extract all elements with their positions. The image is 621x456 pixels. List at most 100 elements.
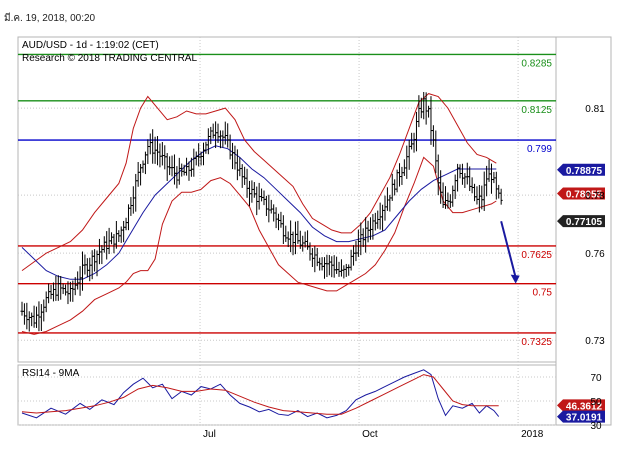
price-bar <box>170 155 174 177</box>
price-bar <box>158 143 162 168</box>
price-bar <box>460 163 464 185</box>
x-tick-label: Oct <box>362 429 378 440</box>
price-bar <box>194 151 198 166</box>
price-bar <box>122 220 126 243</box>
price-bar <box>325 254 329 278</box>
price-bar <box>344 263 348 277</box>
level-lines: 0.8285 0.8125 0.799 0.7625 0.75 0.7325 <box>18 53 556 348</box>
price-bar <box>68 281 72 302</box>
axis-panel-frame <box>555 36 612 426</box>
price-bar <box>373 212 377 231</box>
price-bar <box>204 141 208 154</box>
price-bar <box>168 156 172 176</box>
price-bar <box>226 123 230 148</box>
price-bar <box>136 161 140 187</box>
rsi-tick-label: 50 <box>590 397 602 408</box>
price-bar <box>470 177 474 194</box>
price-bar <box>187 161 191 181</box>
x-tick-label: 2018 <box>521 429 544 440</box>
price-bar <box>337 261 341 277</box>
price-bar <box>378 202 382 230</box>
price-bar <box>475 186 479 205</box>
price-bar <box>22 303 26 325</box>
price-bar <box>313 245 317 273</box>
price-bar <box>320 257 324 271</box>
price-bar <box>88 257 92 282</box>
price-bar <box>330 256 334 278</box>
price-bar <box>250 180 254 203</box>
price-bar <box>51 282 55 302</box>
price-bar <box>480 185 484 210</box>
value-badge-label: 0.78875 <box>566 166 603 177</box>
rsi-lines <box>21 369 500 419</box>
price-bar <box>151 129 155 164</box>
forecast-arrow <box>500 221 517 278</box>
price-bar <box>400 166 404 185</box>
price-bar <box>160 142 164 166</box>
price-bar <box>114 220 118 249</box>
price-bar <box>315 247 319 267</box>
price-bar <box>398 163 402 187</box>
price-bar <box>303 231 307 248</box>
price-bar <box>73 277 77 296</box>
chart-subtitle: Research © 2018 TRADING CENTRAL <box>22 53 197 64</box>
price-bar <box>202 142 205 166</box>
main-grid <box>18 37 556 425</box>
price-bar <box>30 312 34 327</box>
price-bar <box>497 184 501 199</box>
price-bar <box>323 257 326 279</box>
price-bar <box>458 164 462 179</box>
bollinger-lower-line <box>21 156 497 335</box>
rsi-title: RSI14 - 9MA <box>22 368 80 379</box>
price-bar <box>414 111 418 152</box>
price-bar <box>482 171 486 212</box>
price-bar <box>240 164 244 188</box>
price-bar <box>412 132 416 153</box>
price-bar <box>44 291 48 313</box>
price-bar <box>274 207 278 229</box>
price-bar <box>56 275 60 301</box>
price-bar <box>146 139 150 165</box>
price-bar <box>218 130 222 149</box>
price-bar <box>310 248 314 267</box>
value-badge-label: 46.3612 <box>566 401 603 412</box>
price-bar <box>119 226 123 243</box>
price-bar <box>393 179 397 196</box>
level-label: 0.75 <box>533 288 553 299</box>
price-bar <box>451 185 455 207</box>
price-bar <box>100 245 104 265</box>
price-bar <box>356 229 360 257</box>
price-bar <box>66 281 70 305</box>
price-bar <box>221 130 225 148</box>
price-bar <box>335 256 339 274</box>
value-badge: 37.0191 <box>557 410 605 424</box>
price-bar <box>463 173 467 188</box>
price-bar <box>327 255 331 276</box>
price-bar <box>405 145 409 179</box>
price-bar <box>277 213 281 231</box>
axis-labels: 0.73 0.76 0.78 0.81 30 50 70 Jul Oct 2018 <box>203 104 605 440</box>
price-bar <box>352 245 356 266</box>
price-bar <box>487 159 491 182</box>
level-label: 0.7625 <box>521 250 552 261</box>
price-bar <box>431 125 435 147</box>
price-bar <box>301 235 305 252</box>
level-label: 0.8285 <box>521 58 552 69</box>
price-bar <box>49 284 53 300</box>
price-bar <box>37 301 41 332</box>
price-bar <box>76 271 80 290</box>
price-bar <box>407 139 411 170</box>
price-bar <box>139 163 143 186</box>
price-bar <box>354 240 358 262</box>
price-bar <box>381 204 385 231</box>
price-bar <box>308 242 312 261</box>
price-bar <box>124 217 128 231</box>
price-bar <box>448 194 452 208</box>
price-bar <box>417 95 421 128</box>
price-bar <box>39 304 43 332</box>
y-tick-label: 0.73 <box>585 336 605 347</box>
price-bar <box>102 236 106 253</box>
price-bars <box>20 91 503 332</box>
price-bar <box>85 258 89 278</box>
rsi-tick-label: 30 <box>590 421 602 432</box>
